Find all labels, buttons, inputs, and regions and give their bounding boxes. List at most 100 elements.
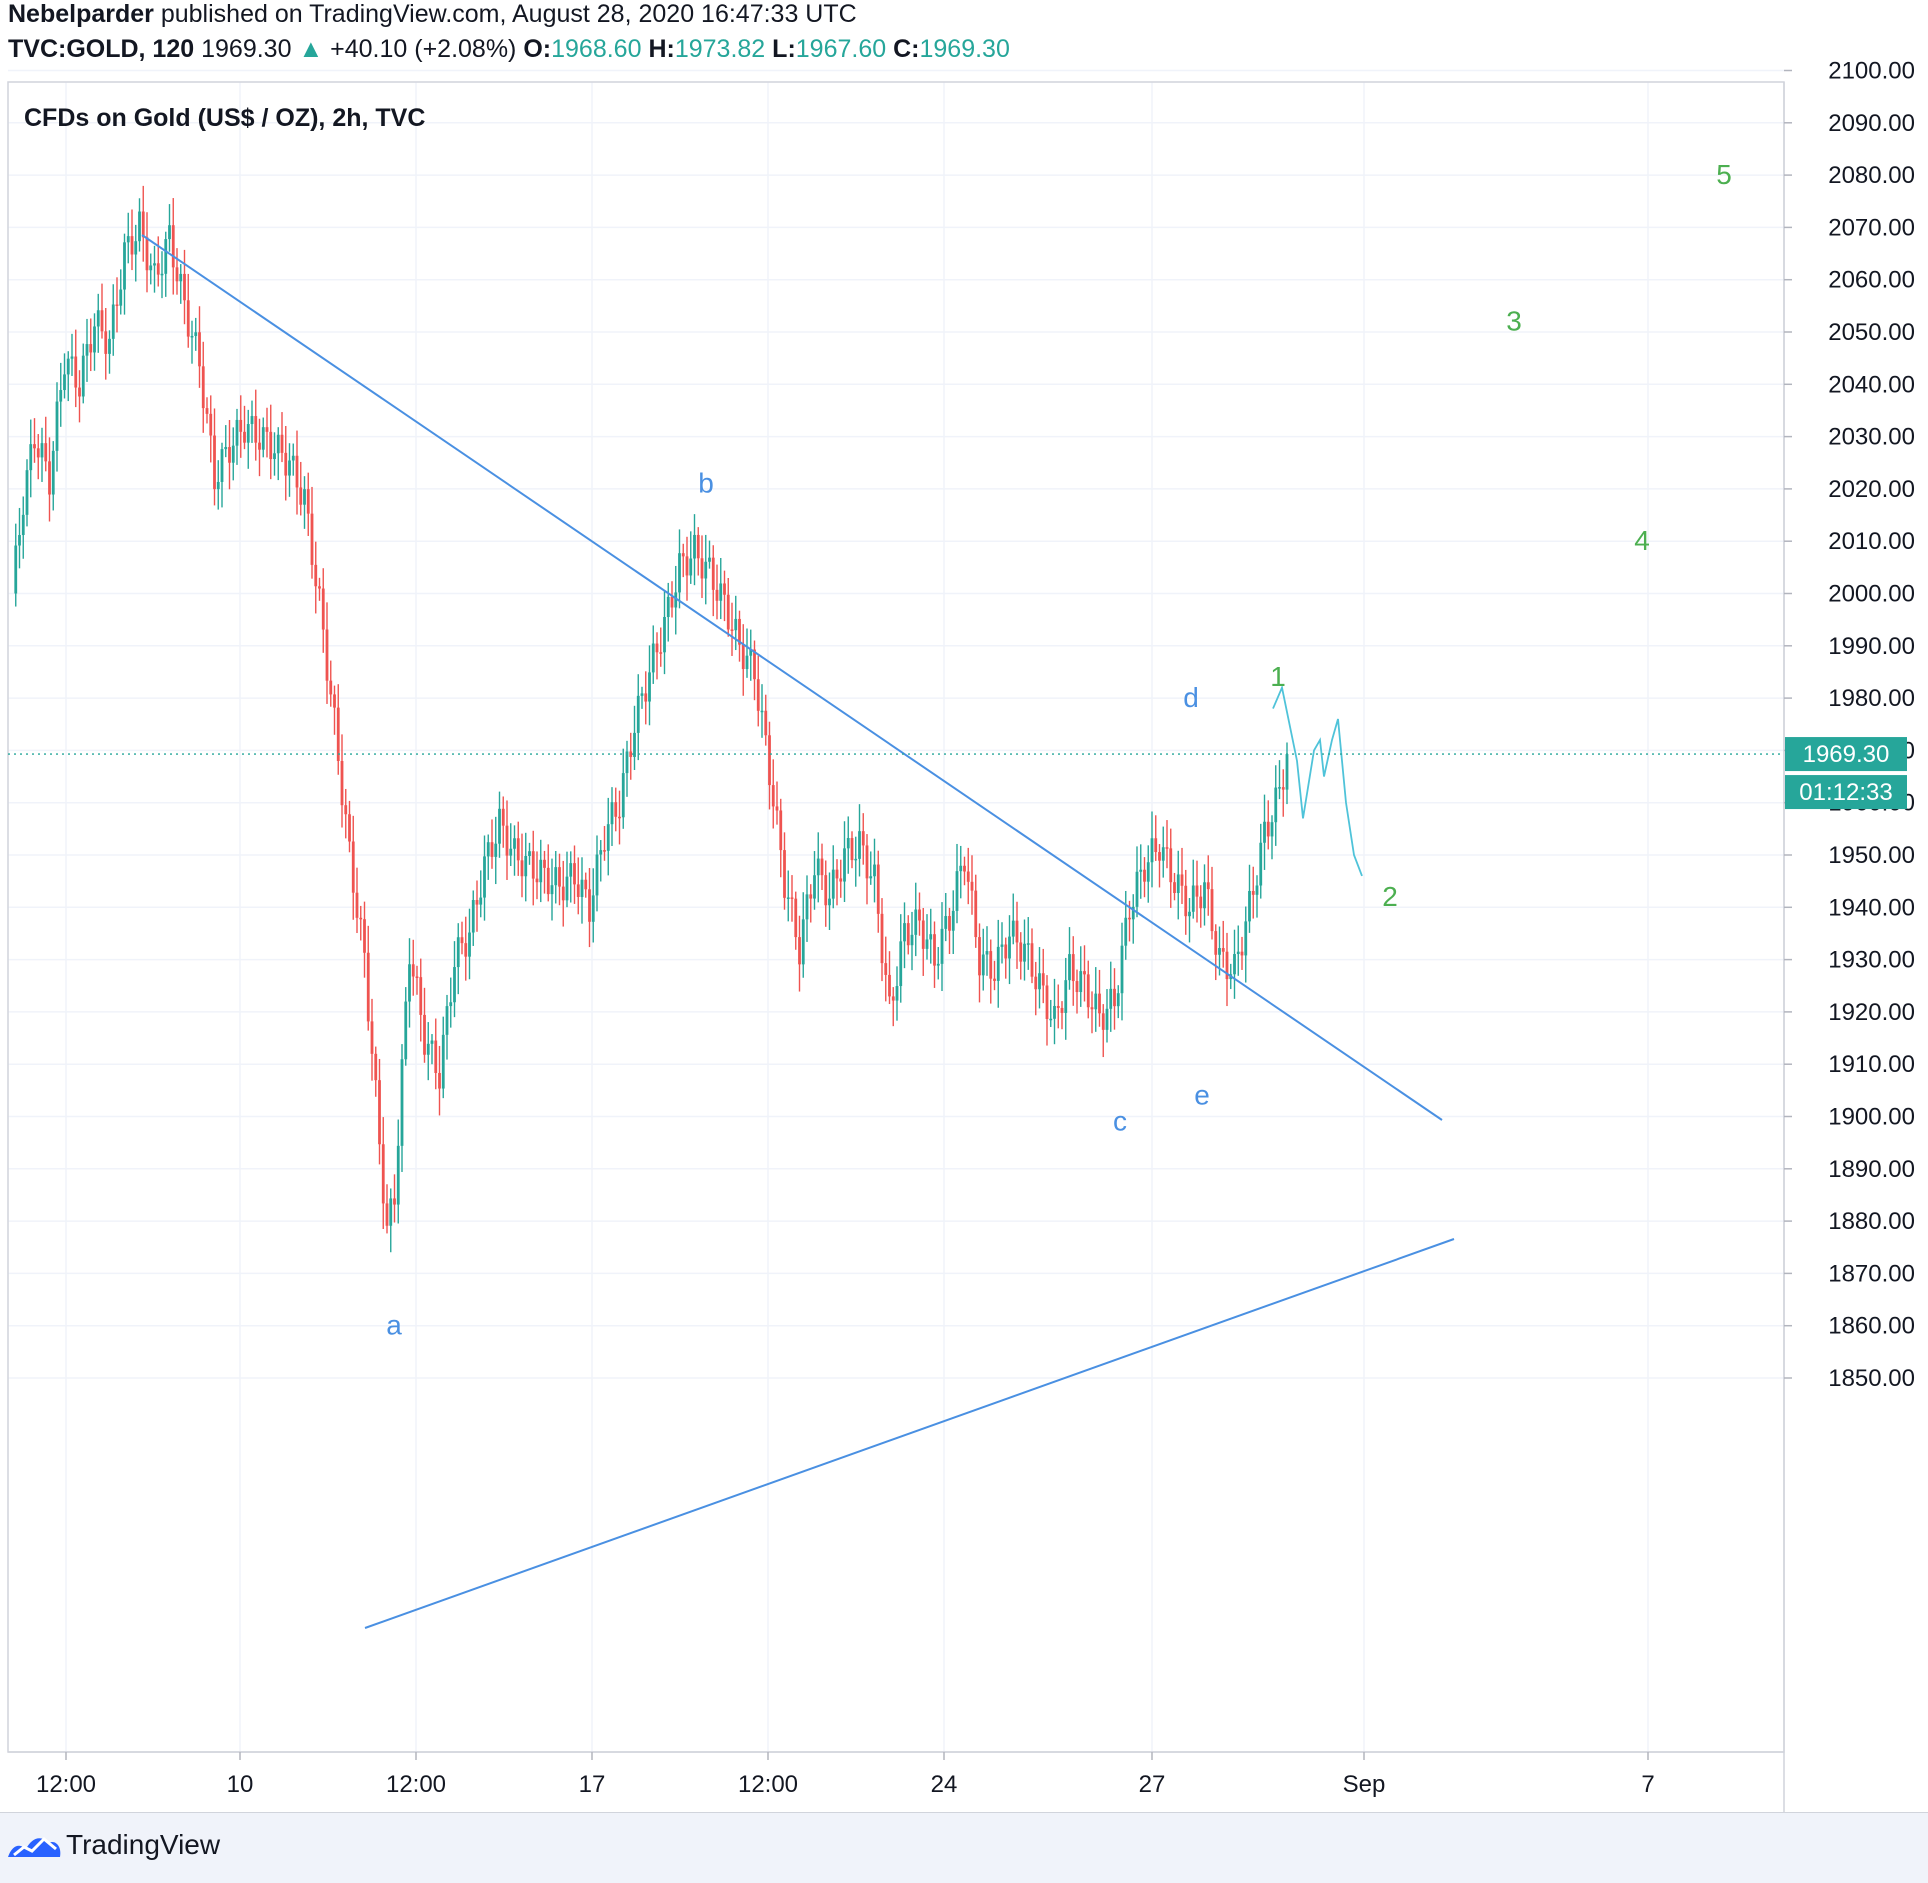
candle xyxy=(40,427,44,482)
candle xyxy=(426,1022,430,1081)
candle xyxy=(520,833,524,898)
candle-body xyxy=(625,751,629,774)
price-tick-label: 2020.00 xyxy=(1828,476,1915,503)
brand-name[interactable]: TradingView xyxy=(66,1829,221,1860)
price-tick-label: 2000.00 xyxy=(1828,581,1915,608)
candle xyxy=(1019,932,1023,980)
candle xyxy=(340,734,344,828)
candle xyxy=(70,333,74,376)
candle xyxy=(291,443,295,476)
candle-body xyxy=(981,954,985,976)
candle-body xyxy=(385,1203,389,1226)
candle xyxy=(970,855,974,915)
wave-label-c: c xyxy=(1113,1106,1127,1137)
candle xyxy=(1098,969,1101,1027)
candle-body xyxy=(1113,988,1116,1007)
author-name[interactable]: Nebelparder xyxy=(8,0,154,28)
candle-body xyxy=(1158,852,1161,861)
candle xyxy=(918,892,921,936)
candle-body xyxy=(685,556,689,576)
candle xyxy=(370,998,374,1081)
price-axis[interactable]: 2100.00 2090.00 2080.00 2070.00 2060.00 2050.… xyxy=(1784,58,1915,1393)
candle xyxy=(996,919,1000,1008)
candle-body xyxy=(764,710,768,736)
candle xyxy=(869,851,873,885)
candle xyxy=(21,496,25,559)
candle-body xyxy=(573,863,576,885)
candle-body xyxy=(738,618,741,645)
candle-body xyxy=(1131,906,1135,920)
candle xyxy=(1026,917,1030,970)
candle-body xyxy=(528,851,531,856)
time-axis[interactable]: 12:00 10 12:00 17 12:00 24 27 Sep 7 xyxy=(36,1752,1655,1798)
candle xyxy=(456,923,460,995)
candle xyxy=(1233,929,1236,999)
candle xyxy=(321,568,325,653)
candle-body xyxy=(696,534,700,559)
candle xyxy=(1075,969,1079,1014)
candle xyxy=(951,890,955,954)
candle-body xyxy=(880,913,884,964)
candle-body xyxy=(1000,944,1004,947)
candle xyxy=(85,318,89,382)
candle-body xyxy=(411,964,415,977)
candle-body xyxy=(190,335,194,338)
candle xyxy=(745,628,749,678)
candle-body xyxy=(670,596,674,608)
candle xyxy=(948,907,951,955)
time-tick-label: 24 xyxy=(931,1771,958,1798)
last-price-tag[interactable]: 1969.30 xyxy=(1785,737,1907,772)
time-tick-label: 17 xyxy=(579,1771,606,1798)
candle xyxy=(261,417,265,458)
candle-body xyxy=(288,460,291,476)
candle-body xyxy=(205,408,209,414)
candle-body xyxy=(1266,821,1270,837)
candle-body xyxy=(138,211,141,242)
candle xyxy=(449,977,453,1028)
candle xyxy=(621,748,625,829)
candle xyxy=(224,425,228,458)
candle-body xyxy=(336,707,340,761)
candle-body xyxy=(404,1001,408,1060)
price-chart[interactable]: CFDs on Gold (US$ / OZ), 2h, TVC 2100.00… xyxy=(0,0,1928,1812)
candle xyxy=(1079,946,1083,1007)
candle xyxy=(880,898,884,982)
candle-body xyxy=(1064,980,1068,1013)
candle xyxy=(1221,920,1225,968)
candle xyxy=(505,800,509,880)
time-tick-label: 27 xyxy=(1139,1771,1166,1798)
chart-title: CFDs on Gold (US$ / OZ), 2h, TVC xyxy=(24,104,425,132)
candle-body xyxy=(164,239,168,274)
candle xyxy=(453,941,456,1018)
candle-body xyxy=(869,876,873,879)
candle-body xyxy=(66,358,70,375)
candle-body xyxy=(340,760,344,806)
candle xyxy=(168,204,171,252)
candle-body xyxy=(663,616,666,653)
wave-label-2: 2 xyxy=(1382,881,1398,912)
candle xyxy=(486,834,490,880)
tradingview-logo-icon[interactable] xyxy=(6,1827,64,1863)
candle xyxy=(723,570,726,622)
candle xyxy=(78,370,81,423)
candle-body xyxy=(299,487,303,505)
candle-body xyxy=(250,416,254,425)
candle xyxy=(771,759,775,829)
price-tick-label: 1880.00 xyxy=(1828,1208,1915,1235)
candle xyxy=(389,1188,393,1253)
symbol-label[interactable]: TVC:GOLD, 120 xyxy=(8,35,195,63)
candle xyxy=(1041,948,1045,1004)
time-tick-label: Sep xyxy=(1343,1771,1386,1798)
candle xyxy=(179,264,183,304)
wave-label-3: 3 xyxy=(1506,306,1522,337)
candle xyxy=(44,416,48,472)
candle-body xyxy=(580,879,584,897)
candle-body xyxy=(708,557,711,562)
candle-body xyxy=(970,881,974,891)
candle-body xyxy=(498,808,501,844)
candle xyxy=(81,343,85,404)
candle xyxy=(273,432,276,476)
candle-body xyxy=(1281,787,1285,790)
candle-body xyxy=(175,267,179,282)
candle-body xyxy=(726,594,730,630)
